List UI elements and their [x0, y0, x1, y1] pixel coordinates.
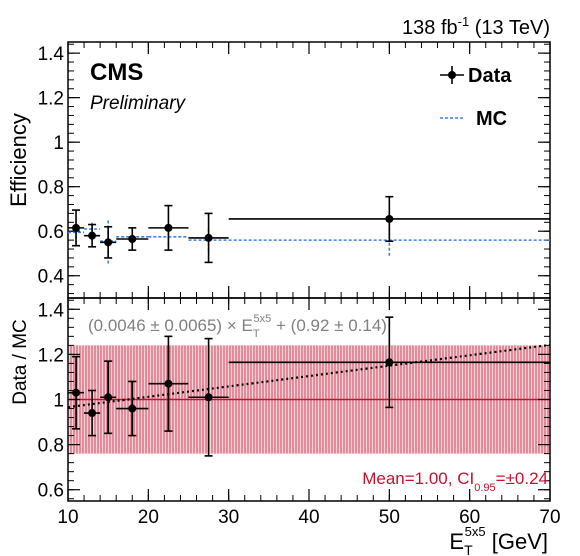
x-tick-label: 30	[218, 507, 239, 528]
x-tick-label: 40	[298, 507, 319, 528]
data-point-marker	[385, 214, 394, 223]
data-point-marker	[204, 233, 213, 242]
x-axis-title: ET 5x5 [GeV]	[449, 524, 548, 556]
fit-formula-label: (0.0046 ± 0.0065) × ET 5x5 + (0.92 ± 0.14…	[88, 313, 387, 340]
top-y-tick-label: 1.4	[38, 44, 65, 65]
fit-formula-var-sub: T	[253, 328, 260, 340]
ratio-point-marker	[104, 393, 113, 402]
bottom-y-tick-label: 1	[53, 391, 64, 412]
ratio-series	[68, 316, 550, 457]
top-panel-axes: 0.4 0.6 0.8 1 1.2 1.4	[38, 42, 551, 298]
lumi-value: 138 fb	[402, 17, 458, 39]
bottom-y-tick-label: 1.4	[38, 300, 65, 321]
data-point-marker	[72, 223, 81, 232]
x-axis-title-var: E	[449, 529, 464, 554]
mean-ci-sub: 0.95	[474, 482, 495, 494]
x-tick-label: 10	[57, 507, 78, 528]
data-series	[68, 195, 550, 264]
x-axis-title-sup: 5x5	[465, 524, 486, 539]
top-y-tick-label: 0.8	[38, 178, 64, 199]
x-tick-label: 60	[459, 507, 480, 528]
data-point-marker	[128, 235, 137, 244]
bottom-panel-axes: 0.6 0.8 1 1.2 1.4 10 20 30 40 50 60 70	[38, 298, 561, 528]
ratio-point-marker	[128, 404, 137, 413]
data-point-marker	[104, 238, 113, 247]
uncertainty-band	[68, 345, 550, 454]
bottom-y-axis-title: Data / MC	[10, 319, 31, 405]
top-y-tick-label: 0.4	[38, 267, 65, 288]
x-tick-label: 50	[379, 507, 400, 528]
mean-ci-label: Mean=1.00, CI0.95=±0.24	[362, 469, 548, 494]
top-y-tick-label: 0.6	[38, 222, 64, 243]
mean-ci-text: Mean=1.00, CI	[362, 469, 474, 488]
bottom-y-tick-label: 0.6	[38, 481, 64, 502]
fit-dotted-line	[67, 343, 551, 409]
fit-formula-slope: (0.0046 ± 0.0065) × E	[88, 316, 253, 335]
bottom-y-tick-label: 0.8	[38, 436, 64, 457]
x-tick-label: 20	[138, 507, 159, 528]
legend-data-label: Data	[468, 65, 512, 87]
x-axis-title-unit: [GeV]	[486, 529, 548, 554]
top-y-tick-label: 1	[53, 133, 64, 154]
ratio-point-marker	[164, 379, 173, 388]
energy-value: (13 TeV)	[469, 17, 550, 39]
experiment-label: CMS	[90, 59, 143, 86]
legend: Data MC	[440, 65, 512, 130]
fit-formula-var-sup: 5x5	[254, 313, 272, 325]
ratio-point-marker	[72, 388, 81, 397]
top-y-tick-label: 1.2	[38, 89, 64, 110]
ratio-point-marker	[204, 393, 213, 402]
fit-formula-intercept: + (0.92 ± 0.14)	[271, 316, 387, 335]
x-tick-label: 70	[539, 507, 560, 528]
data-point-marker	[164, 223, 173, 232]
x-axis-title-sub: T	[464, 542, 473, 556]
status-label: Preliminary	[90, 93, 187, 114]
top-panel-frame	[67, 41, 551, 299]
top-y-axis-title: Efficiency	[6, 113, 31, 207]
ratio-point-marker	[385, 358, 394, 367]
bottom-y-tick-label: 1.2	[38, 345, 64, 366]
luminosity-label: 138 fb-1 (13 TeV)	[402, 14, 550, 39]
mean-ci-value: =±0.24	[496, 469, 548, 488]
ratio-point-marker	[88, 409, 97, 418]
fit-line	[67, 343, 551, 409]
legend-mc-label: MC	[476, 108, 507, 130]
lumi-unit-exponent: -1	[458, 14, 470, 29]
legend-data-marker	[448, 71, 456, 79]
data-point-marker	[88, 231, 97, 240]
